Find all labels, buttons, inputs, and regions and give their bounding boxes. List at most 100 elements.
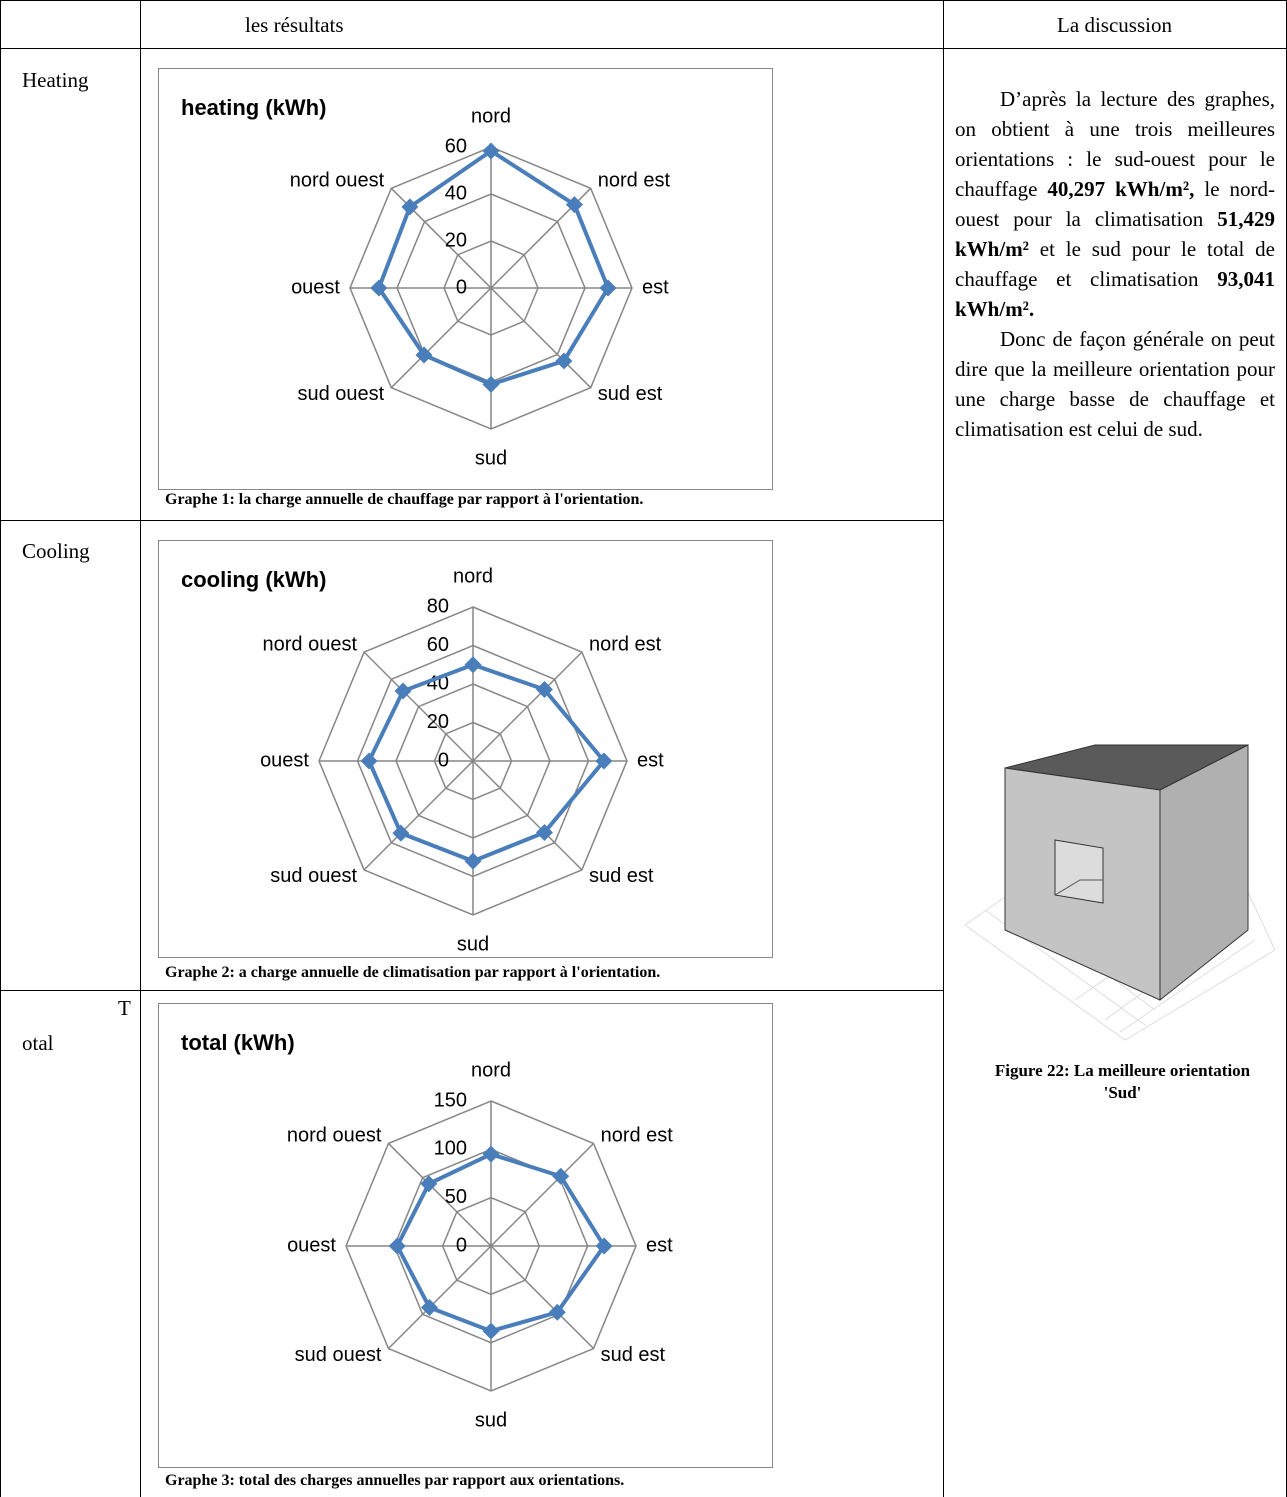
border — [0, 990, 943, 991]
data-marker — [464, 852, 482, 870]
data-marker — [415, 346, 433, 364]
r-tick-label: 20 — [445, 229, 467, 251]
grid-ring — [443, 240, 539, 336]
chart-caption: Graphe 3: total des charges annuelles pa… — [165, 1472, 625, 1489]
category-label: est — [646, 1234, 673, 1256]
data-marker — [482, 1322, 500, 1340]
category-label: ouest — [291, 276, 340, 298]
category-label: nord — [471, 105, 511, 127]
data-marker — [392, 824, 410, 842]
border — [0, 0, 1, 1497]
chart-caption: Graphe 2: a charge annuelle de climatisa… — [165, 964, 661, 981]
data-marker — [599, 279, 617, 297]
category-label: nord — [471, 1059, 511, 1081]
data-marker — [482, 1145, 500, 1163]
data-marker — [565, 196, 583, 214]
r-tick-label: 50 — [445, 1186, 467, 1208]
figure-caption: Figure 22: La meilleure orientation 'Sud… — [994, 1061, 1251, 1102]
grid-ring — [395, 683, 551, 839]
data-marker — [535, 823, 553, 841]
row-label: T — [118, 996, 131, 1020]
spoke — [387, 1142, 492, 1247]
grid-ring — [349, 146, 633, 430]
chart-title: total (kWh) — [181, 1030, 295, 1055]
data-marker — [555, 352, 573, 370]
chart-title: heating (kWh) — [181, 95, 326, 120]
border — [140, 0, 141, 1497]
grid-ring — [441, 1196, 541, 1296]
data-marker — [388, 1237, 406, 1255]
spoke — [490, 287, 592, 389]
border — [0, 48, 1287, 49]
r-tick-label: 0 — [456, 1234, 467, 1256]
category-label: nord ouest — [287, 1125, 382, 1147]
r-tick-label: 150 — [434, 1089, 467, 1111]
data-marker — [552, 1167, 570, 1185]
data-marker — [535, 681, 553, 699]
r-tick-label: 0 — [438, 749, 449, 771]
row-label: otal — [22, 1031, 54, 1055]
data-marker — [548, 1303, 566, 1321]
category-label: nord — [453, 565, 493, 587]
header-cell: les résultats — [245, 13, 344, 37]
r-tick-label: 40 — [445, 182, 467, 204]
text-run: D’après la lecture des graphes, on obtie… — [955, 87, 1275, 201]
r-tick-label: 100 — [434, 1138, 467, 1160]
cube-figure — [964, 744, 1276, 1041]
category-label: sud ouest — [270, 865, 357, 887]
grid-ring — [433, 721, 513, 801]
data-marker — [482, 142, 500, 160]
category-label: nord ouest — [263, 633, 358, 655]
category-label: est — [637, 749, 664, 771]
data-marker — [464, 656, 482, 674]
text-run: 93,041 kWh/m². — [955, 267, 1275, 321]
chart-caption: Graphe 1: la charge annuelle de chauffag… — [165, 491, 644, 508]
text-run: Donc de façon générale on peut dire que … — [955, 327, 1275, 441]
category-label: sud est — [601, 1344, 666, 1366]
grid-ring — [345, 1100, 637, 1392]
data-marker — [420, 1175, 438, 1193]
r-tick-label: 20 — [427, 711, 449, 733]
r-tick-label: 60 — [427, 634, 449, 656]
data-marker — [420, 1299, 438, 1317]
data-marker — [595, 752, 613, 770]
grid-ring — [318, 606, 628, 916]
category-label: nord est — [598, 170, 671, 192]
border — [0, 520, 943, 521]
category-label: est — [642, 276, 669, 298]
data-marker — [394, 682, 412, 700]
spoke — [490, 1245, 595, 1350]
data-marker — [401, 198, 419, 216]
data-line — [376, 148, 611, 387]
category-label: nord est — [601, 1125, 674, 1147]
category-label: sud — [475, 447, 507, 469]
r-tick-label: 0 — [456, 276, 467, 298]
category-label: sud est — [598, 383, 663, 405]
category-label: sud — [475, 1409, 507, 1431]
category-label: nord ouest — [290, 170, 385, 192]
category-label: ouest — [287, 1234, 336, 1256]
row-label: Heating — [22, 68, 89, 92]
spoke — [387, 1245, 492, 1350]
category-label: sud ouest — [297, 383, 384, 405]
paragraph: D’après la lecture des graphes, on obtie… — [955, 84, 1275, 324]
border — [943, 0, 944, 1497]
chart-title: cooling (kWh) — [181, 567, 326, 592]
text-run: le nord-ouest pour la climatisation — [955, 177, 1276, 231]
discussion: D’après la lecture des graphes, on obtie… — [955, 84, 1275, 444]
category-label: sud ouest — [295, 1344, 382, 1366]
category-label: sud est — [589, 865, 654, 887]
grid-ring — [356, 644, 590, 878]
row-label: Cooling — [22, 539, 90, 563]
data-marker — [360, 752, 378, 770]
spoke — [390, 287, 492, 389]
header-cell: La discussion — [1057, 13, 1172, 37]
text-run: 51,429 kWh/m² — [955, 207, 1275, 261]
category-label: ouest — [260, 749, 309, 771]
spoke — [490, 1142, 595, 1247]
data-marker — [482, 375, 500, 393]
